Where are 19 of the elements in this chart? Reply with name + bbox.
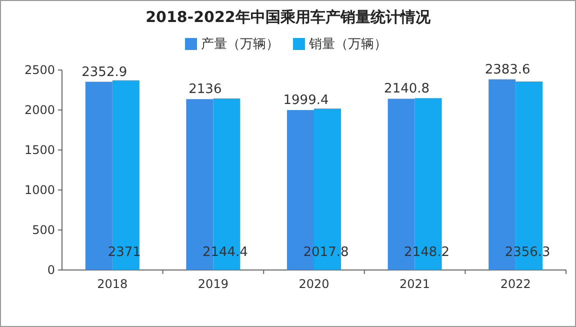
chart-title: 2018-2022年中国乘用车产销量统计情况 (146, 8, 432, 26)
x-tick-label: 2022 (500, 277, 531, 291)
y-tick-label: 2500 (24, 63, 55, 77)
y-tick-label: 0 (47, 263, 55, 277)
data-label: 2140.8 (384, 82, 430, 97)
x-tick-label: 2019 (198, 277, 228, 291)
data-label: 2383.6 (484, 62, 530, 78)
y-tick-label: 500 (32, 223, 55, 237)
x-tick-label: 2018 (97, 277, 128, 291)
x-tick-label: 2020 (298, 277, 330, 291)
legend-label: 销量（万辆） (308, 37, 387, 52)
data-label: 1999.4 (283, 93, 329, 108)
data-label: 2352.9 (82, 64, 128, 80)
y-tick-label: 2000 (24, 103, 55, 117)
y-tick-label: 1500 (24, 143, 55, 157)
legend-label: 产量（万辆） (201, 37, 279, 52)
data-label: 2136 (188, 82, 222, 98)
x-tick-label: 2021 (400, 277, 430, 291)
y-tick-label: 1000 (24, 183, 55, 197)
